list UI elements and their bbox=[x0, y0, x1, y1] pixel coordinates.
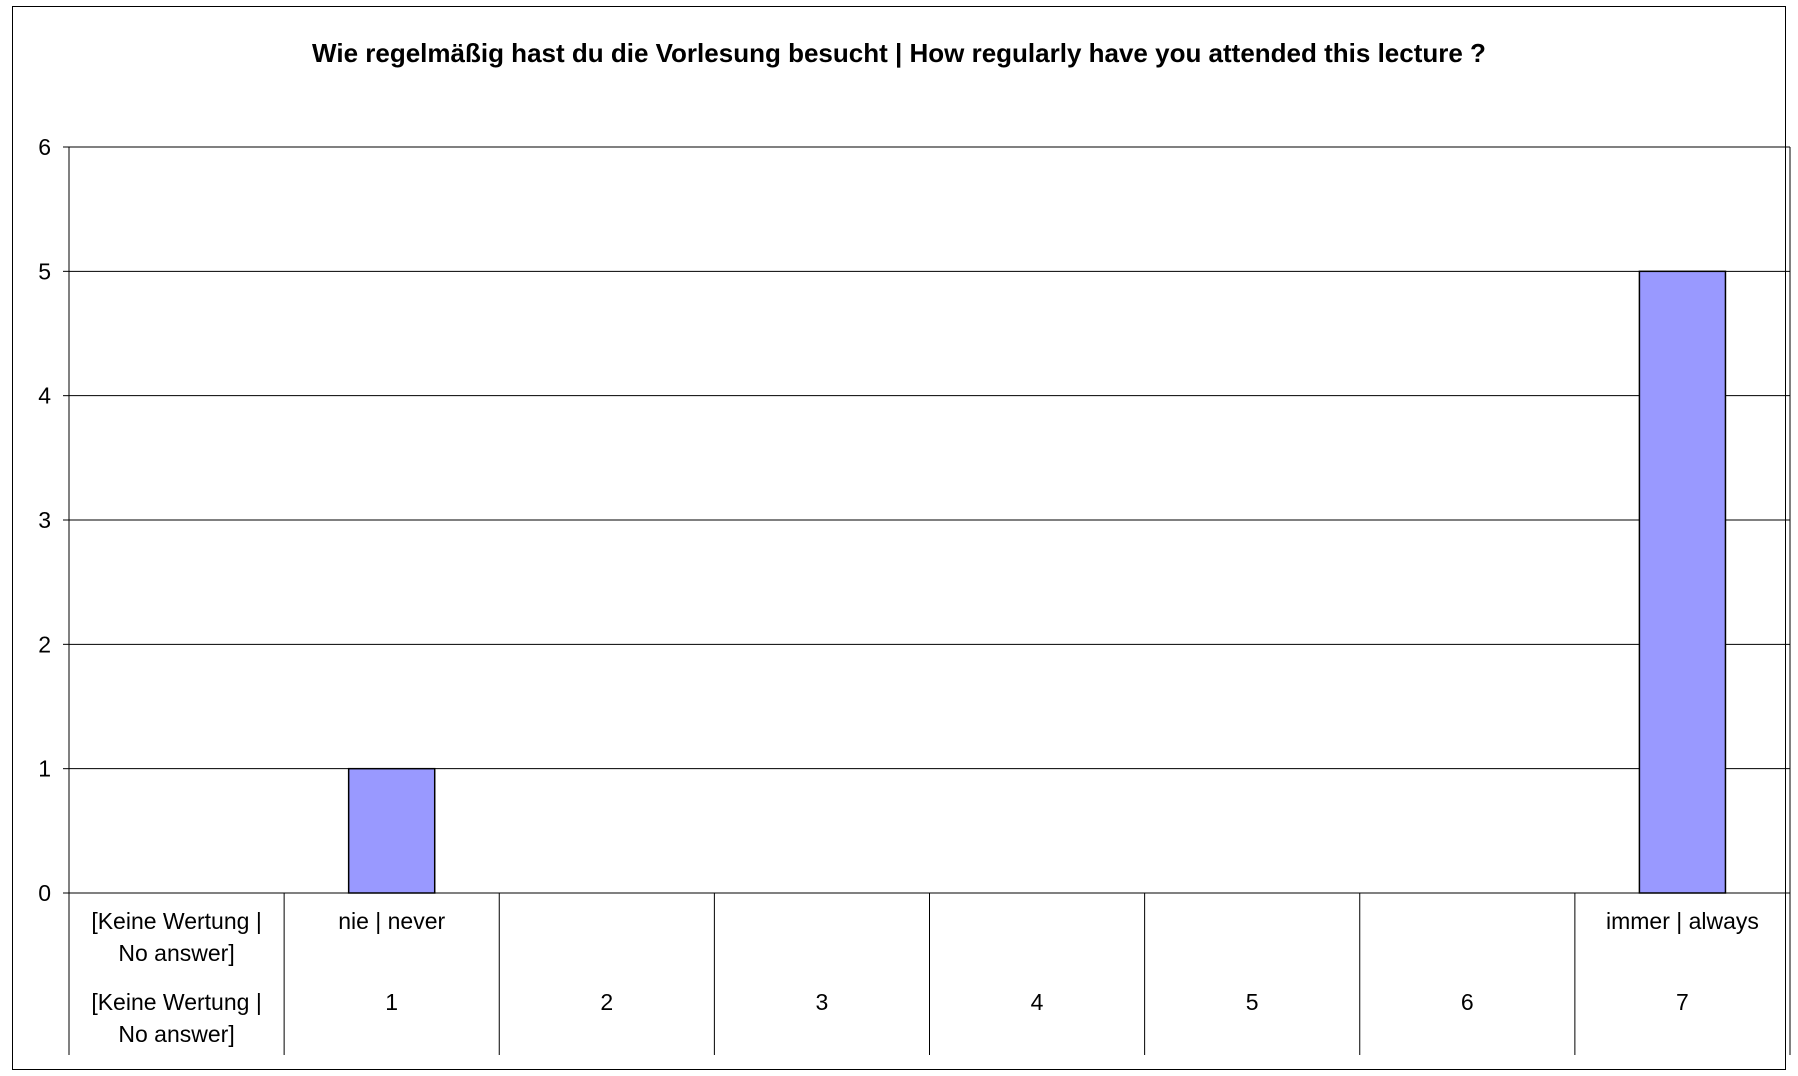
y-tick-label: 4 bbox=[38, 383, 51, 409]
y-tick-label: 3 bbox=[38, 507, 51, 533]
chart-title: Wie regelmäßig hast du die Vorlesung bes… bbox=[312, 38, 1486, 68]
y-tick-label: 6 bbox=[38, 134, 51, 160]
x-category-label: No answer] bbox=[118, 940, 234, 966]
x-category-label: nie | never bbox=[338, 908, 445, 934]
x-category-label: immer | always bbox=[1606, 908, 1759, 934]
x-tick-label: 7 bbox=[1676, 989, 1689, 1015]
y-tick-label: 5 bbox=[38, 258, 51, 284]
x-tick-label: 3 bbox=[816, 989, 829, 1015]
x-tick-label: 1 bbox=[385, 989, 398, 1015]
x-tick-label: 5 bbox=[1246, 989, 1259, 1015]
x-tick-label: 4 bbox=[1031, 989, 1044, 1015]
x-tick-label: 6 bbox=[1461, 989, 1474, 1015]
x-tick-label: [Keine Wertung | bbox=[91, 989, 261, 1015]
x-tick-label: No answer] bbox=[118, 1021, 234, 1047]
bar bbox=[1638, 270, 1727, 894]
x-category-label: [Keine Wertung | bbox=[91, 908, 261, 934]
y-tick-label: 1 bbox=[38, 756, 51, 782]
bar bbox=[347, 767, 436, 894]
x-tick-label: 2 bbox=[600, 989, 613, 1015]
y-tick-label: 0 bbox=[38, 880, 51, 906]
y-tick-label: 2 bbox=[38, 631, 51, 657]
